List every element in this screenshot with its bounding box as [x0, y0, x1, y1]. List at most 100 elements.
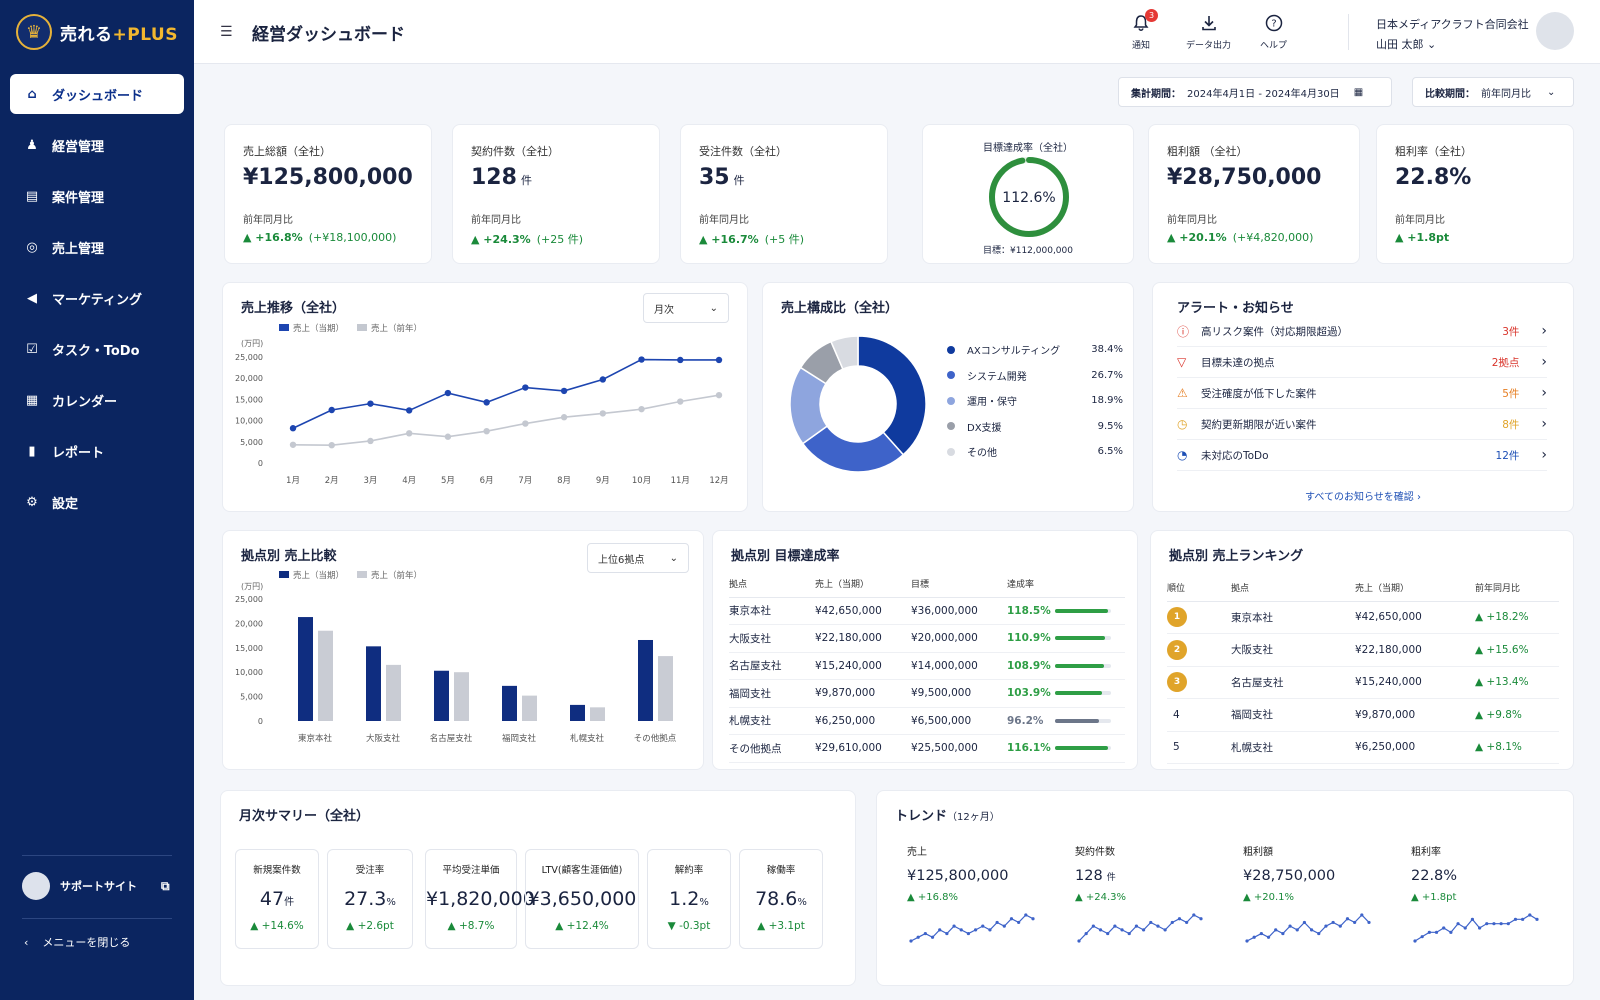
sparkline-point [1535, 917, 1539, 921]
coin-icon: ◎ [26, 239, 38, 255]
building-icon: ▤ [25, 188, 39, 204]
composition-donut-chart [789, 335, 927, 473]
menu-list-icon[interactable]: ☰ [220, 24, 233, 40]
y-axis-unit: (万円) [241, 339, 263, 348]
sidebar-item-clipboard[interactable]: ☑ タスク・ToDo [10, 329, 184, 369]
help-circle-icon: ? [1263, 12, 1285, 34]
rank-medal-icon: 1 [1167, 607, 1187, 628]
support-label: サポートサイト [60, 880, 137, 893]
period-filter[interactable]: 集計期間： 2024年4月1日 - 2024年4月30日 ▦ [1118, 77, 1392, 107]
branch-name: 大阪支社 [1231, 633, 1355, 667]
sidebar-item-building[interactable]: ▤ 案件管理 [10, 176, 184, 216]
notification-button[interactable]: 3 通知 [1130, 9, 1158, 51]
sparkline-point [1192, 913, 1196, 917]
legend-dot [947, 345, 955, 354]
bar [298, 617, 313, 721]
granularity-value: 月次 [654, 304, 674, 316]
ranking-title: 拠点別 売上ランキング [1169, 549, 1304, 564]
all-notices-link[interactable]: すべてのお知らせを確認 › [1153, 488, 1573, 503]
period-granularity-select[interactable]: 月次 ⌄ [643, 293, 729, 323]
app-logo[interactable]: ♛ 売れる+PLUS [16, 14, 178, 50]
achievement-rate: 96.2% [1007, 714, 1044, 727]
sidebar-item-gear[interactable]: ⚙ 設定 [10, 482, 184, 522]
legend-label: システム開発 [967, 371, 1027, 383]
achievement-rate: 108.9% [1007, 659, 1051, 672]
sparkline-point [1170, 920, 1174, 925]
sparkline-line [1078, 914, 1202, 942]
sparkline-point [1317, 931, 1321, 936]
sidebar-item-label: 案件管理 [52, 190, 105, 206]
metric-change-value: +8.7% [458, 920, 495, 932]
composition-title: 売上構成比（全社） [781, 301, 899, 316]
sales-trend-card: 売上推移（全社） 月次 ⌄ 売上（当期） 売上（前年） (万円) 0 5,000 10,0… [222, 282, 748, 512]
achievement-cell: 110.9% [1007, 624, 1125, 653]
sidebar-item-coin[interactable]: ◎ 売上管理 [10, 227, 184, 267]
kpi-value: 128 [471, 165, 517, 190]
legend-item: 運用・保守 18.9% [947, 388, 1123, 414]
support-site-link[interactable]: サポートサイト ⧉ [22, 872, 172, 900]
alert-item[interactable]: ⓘ 高リスク案件（対応期限超過） 3件 › [1177, 316, 1547, 347]
table-header: 売上（当期） [1355, 575, 1475, 602]
branch-sales: ¥29,610,000 [815, 734, 911, 763]
user-avatar[interactable] [1536, 12, 1574, 50]
compare-filter[interactable]: 比較期間： 前年同月比 ⌄ [1412, 77, 1574, 107]
sparkline-point [1420, 935, 1424, 939]
legend-label: 売上（前年） [371, 570, 422, 581]
sparkline-point [1528, 913, 1532, 917]
alert-item[interactable]: ▽ 目標未達の拠点 2拠点 › [1177, 347, 1547, 378]
alert-item[interactable]: ⚠ 受注確度が低下した案件 5件 › [1177, 378, 1547, 409]
sidebar-item-bar-chart[interactable]: ▮ レポート [10, 431, 184, 471]
sparkline-point [1185, 920, 1189, 925]
data-point [405, 407, 413, 414]
branch-goal-title: 拠点別 目標達成率 [731, 549, 840, 564]
brand-plus: +PLUS [112, 24, 178, 45]
sidebar-item-person[interactable]: ♟ 経営管理 [10, 125, 184, 165]
branch-name: 福岡支社 [729, 679, 815, 708]
kpi-card: 売上総額（全社） ¥125,800,000 前年同月比 ▲ +16.8% (+¥18,1… [224, 124, 432, 264]
legend-value: 6.5% [1097, 446, 1123, 458]
svg-text:?: ? [1271, 19, 1276, 30]
help-button[interactable]: ? ヘルプ [1260, 12, 1287, 51]
top-branches-select[interactable]: 上位6拠点 ⌄ [587, 543, 689, 573]
legend-swatch [279, 571, 289, 578]
summary-metric: 稼働率 78.6% ▲ +3.1pt [739, 849, 823, 949]
kpi-sub-label: 前年同月比 [471, 215, 521, 226]
data-export-button[interactable]: データ出力 [1186, 12, 1231, 51]
sidebar-item-home[interactable]: ⌂ ダッシュボード [10, 74, 184, 114]
sparkline-point [1098, 928, 1103, 932]
sparkline-point [1077, 939, 1081, 943]
all-notices-label: すべてのお知らせを確認 [1305, 492, 1414, 503]
metric-value-wrap: ¥3,650,000 [526, 888, 638, 910]
chevron-right-icon: › [1541, 416, 1547, 432]
sidebar-divider [22, 918, 172, 919]
y-tick-label: 20,000 [235, 619, 263, 628]
sparkline-point [1367, 920, 1371, 925]
alert-item[interactable]: ◔ 未対応のToDo 12件 › [1177, 440, 1547, 471]
sparkline-point [1245, 939, 1249, 943]
close-menu-button[interactable]: ‹ メニューを閉じる [24, 934, 130, 950]
alert-item[interactable]: ◷ 契約更新期限が近い案件 8件 › [1177, 409, 1547, 440]
branch-sales: ¥42,650,000 [815, 597, 911, 625]
x-tick-label: 4月 [402, 476, 416, 486]
metric-value-wrap: 78.6% [740, 888, 822, 910]
sidebar-item-label: マーケティング [52, 292, 142, 308]
arrow-up-icon: ▲ [346, 920, 358, 932]
y-tick-label: 5,000 [240, 693, 263, 702]
trend-value: 128 [1075, 868, 1103, 884]
sparkline-point [1084, 931, 1088, 936]
data-point [289, 441, 297, 448]
sparkline-point [1513, 917, 1518, 921]
legend-value: 38.4% [1091, 344, 1123, 356]
data-point [599, 410, 607, 417]
sidebar-item-calendar[interactable]: ▦ カレンダー [10, 380, 184, 420]
goal-label: 目標達成率（全社） [983, 143, 1073, 154]
legend-value: 18.9% [1091, 395, 1123, 407]
metric-change: ▼ -0.3pt [648, 920, 730, 932]
arrow-up-icon: ▲ [555, 920, 567, 932]
trend-label: 粗利率 [1411, 847, 1441, 858]
sidebar-item-megaphone[interactable]: ◀ マーケティング [10, 278, 184, 318]
rank-medal-icon: 3 [1167, 672, 1187, 693]
achievement-bar-fill [1055, 746, 1108, 751]
bell-icon: 3 [1130, 9, 1158, 34]
user-menu[interactable]: 日本メディアクラフト合同会社 山田 太郎 ⌄ [1376, 16, 1529, 52]
